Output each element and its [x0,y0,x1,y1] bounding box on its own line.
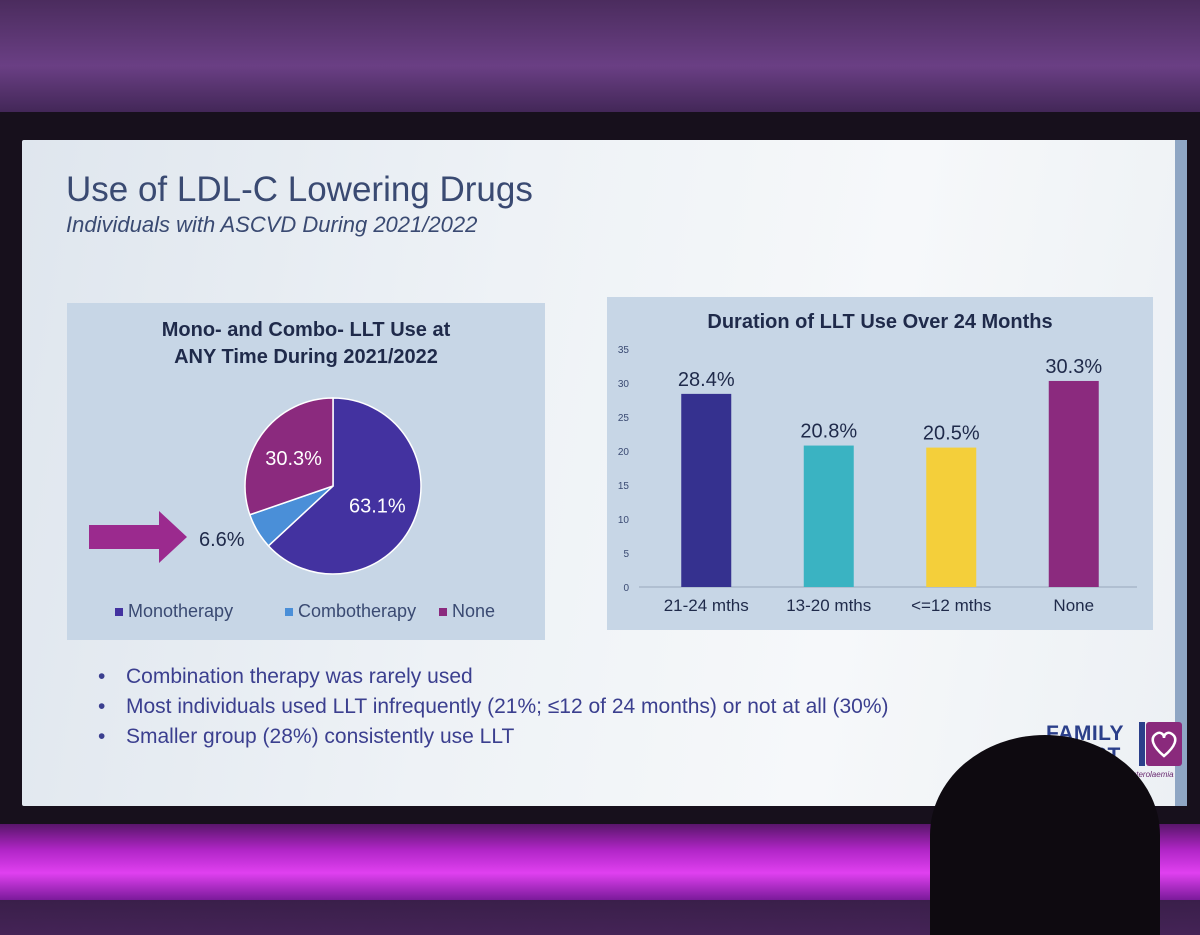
y-tick-label: 20 [618,447,630,458]
y-tick-label: 10 [618,515,630,526]
bar-chart-title: Duration of LLT Use Over 24 Months [707,311,1053,333]
pie-label-combotherapy: 6.6% [199,529,245,551]
pie-chart-panel: Mono- and Combo- LLT Use at ANY Time Dur… [67,303,545,640]
bullet-list: • Combination therapy was rarely used • Mo… [94,662,888,752]
bullet-marker: • [98,665,106,688]
audience-silhouette [930,735,1160,935]
legend-entry-combotherapy: Combotherapy [298,601,416,621]
y-tick-label: 25 [618,413,630,424]
arrow-icon [89,511,187,563]
presentation-slide: Use of LDL-C Lowering Drugs Individuals … [22,140,1187,806]
bullet-text: Most individuals used LLT infrequently (… [126,695,889,718]
pie-label-none: 30.3% [265,448,322,470]
bar-4 [1048,380,1099,587]
pie-label-monotherapy: 63.1% [349,495,406,517]
bullet-marker: • [98,725,106,748]
y-tick-label: 15 [618,481,630,492]
y-tick-label: 5 [623,549,629,560]
heart-logo-icon [1146,722,1182,766]
y-tick-label: 30 [618,379,630,390]
bullet-text: Smaller group (28%) consistently use LLT [126,725,515,748]
pie-chart-title-line2: ANY Time During 2021/2022 [174,346,438,368]
pie-slice-none [244,397,334,516]
x-category-label: None [1053,596,1094,615]
pie-slice-monotherapy [267,397,422,575]
bar-1 [681,393,732,587]
bullet-text: Combination therapy was rarely used [126,665,473,688]
legend-entry-none: None [452,601,495,621]
bar-value-label: 28.4% [678,369,735,391]
x-category-label: 13-20 mths [786,596,871,615]
x-category-label: 21-24 mths [664,596,749,615]
bullet-item: • Most individuals used LLT infrequently … [94,692,888,722]
slide-title: Use of LDL-C Lowering Drugs [66,170,533,209]
bar-value-label: 30.3% [1045,356,1102,378]
bullet-item: • Smaller group (28%) consistently use LL… [94,722,888,752]
bar-3 [926,447,977,587]
y-tick-label: 0 [623,583,629,594]
legend-swatch-monotherapy [115,608,123,616]
legend-entry-monotherapy: Monotherapy [128,601,233,621]
bar-2 [803,445,854,587]
bar-chart-panel: Duration of LLT Use Over 24 Months 0 5 10 1… [607,297,1153,630]
legend-swatch-none [439,608,447,616]
bar-value-label: 20.5% [923,423,980,445]
y-tick-label: 35 [618,345,630,356]
x-category-label: <=12 mths [911,596,991,615]
legend-swatch-combotherapy [285,608,293,616]
bar-value-label: 20.8% [800,421,857,443]
slide-edge-bar [1175,140,1187,806]
pie-chart-title-line1: Mono- and Combo- LLT Use at [161,319,451,341]
pie-chart: 63.1% 30.3% 6.6% Monotherapy Combotherapy N… [89,397,495,621]
bar-chart: 0 5 10 15 20 25 30 35 28.4% 20.8% 20.5% 30.3% 21-2… [618,345,1137,615]
slide-subtitle: Individuals with ASCVD During 2021/2022 [66,212,478,237]
room-ceiling [0,0,1200,120]
bullet-item: • Combination therapy was rarely used [94,662,888,692]
bullet-marker: • [98,695,106,718]
logo-foundation-bar [1139,722,1145,766]
